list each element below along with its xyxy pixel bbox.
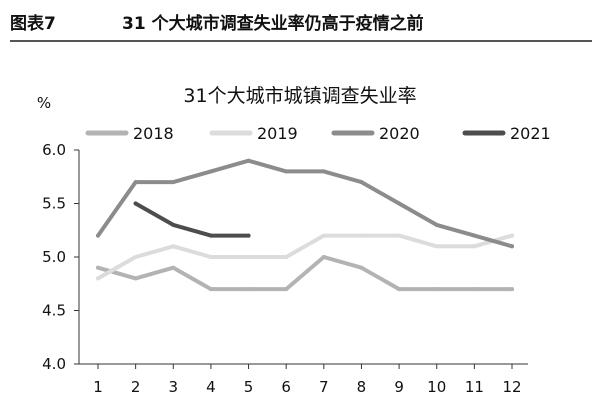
series-2019-point xyxy=(284,255,289,259)
series-2018-point xyxy=(133,276,138,281)
series-2020-point xyxy=(284,169,289,174)
series-2021-point xyxy=(246,233,251,238)
series-2019-point xyxy=(472,244,477,249)
series-2019-group xyxy=(96,233,514,281)
series-2019-line xyxy=(96,233,514,281)
figure-caption: 31 个大城市调查失业率仍高于疫情之前 xyxy=(122,14,424,34)
header-divider xyxy=(10,40,592,42)
legend-2020-label: 2020 xyxy=(379,124,420,143)
series-2018-point xyxy=(321,255,326,259)
series-2020-point xyxy=(246,158,251,163)
x-tick-label: 11 xyxy=(465,378,484,396)
series-2020-point xyxy=(96,233,100,238)
series-2019-point xyxy=(96,276,100,281)
series-2018-point xyxy=(472,287,477,292)
series-2018-point xyxy=(510,287,514,292)
series-2020-point xyxy=(472,233,477,238)
y-axis-unit-label: % xyxy=(37,94,51,112)
series-2018-point xyxy=(359,265,364,270)
y-tick-label: 4.0 xyxy=(42,355,66,373)
series-2018-point xyxy=(284,287,289,292)
series-2019-point xyxy=(246,255,251,259)
legend-2018-label: 2018 xyxy=(133,124,174,143)
series-2019-point xyxy=(171,244,176,249)
series-2021-group xyxy=(133,201,251,238)
x-tick-label: 9 xyxy=(394,378,404,396)
figure-label: 图表7 xyxy=(10,14,56,34)
y-axis-ticks: 4.0 4.5 5.0 5.5 6.0 xyxy=(42,141,79,373)
series-2019-point xyxy=(434,244,439,249)
series-2021-point xyxy=(208,233,213,238)
series-2020-point xyxy=(321,169,326,174)
x-tick-label: 8 xyxy=(357,378,367,396)
series-2018-line xyxy=(96,255,514,292)
series-2018-point xyxy=(171,265,176,270)
series-2019-point xyxy=(208,255,213,259)
series-2021-line xyxy=(133,201,251,238)
series-2020-point xyxy=(359,180,364,185)
x-tick-label: 6 xyxy=(281,378,291,396)
series-2020-point xyxy=(133,180,138,185)
series-2020-group xyxy=(96,158,514,249)
legend-2021-label: 2021 xyxy=(510,124,551,143)
figure-header: 图表7 31 个大城市调查失业率仍高于疫情之前 xyxy=(0,0,600,44)
series-2019-point xyxy=(321,233,326,238)
x-tick-label: 7 xyxy=(319,378,329,396)
series-2018-point xyxy=(96,265,100,270)
series-2020-point xyxy=(434,222,439,227)
series-2018-group xyxy=(96,255,514,292)
y-tick-label: 6.0 xyxy=(42,141,66,159)
series-2021-point xyxy=(133,201,138,206)
series-2020-point xyxy=(171,180,176,185)
chart-legend: 2018 2019 2020 2021 xyxy=(85,124,551,143)
series-2020-point xyxy=(397,201,402,206)
series-layer xyxy=(96,158,514,292)
series-2020-point xyxy=(510,244,514,249)
series-2018-point xyxy=(434,287,439,292)
legend-2019-label: 2019 xyxy=(257,124,298,143)
series-2018-point xyxy=(246,287,251,292)
x-tick-label: 5 xyxy=(244,378,254,396)
series-2021-point xyxy=(171,222,176,227)
y-tick-label: 5.0 xyxy=(42,248,66,266)
series-2019-point xyxy=(359,233,364,238)
y-tick-label: 5.5 xyxy=(42,195,66,213)
x-tick-label: 10 xyxy=(427,378,446,396)
series-2019-point xyxy=(397,233,402,238)
x-axis-ticks: 1 2 3 4 5 6 7 8 9 10 11 12 xyxy=(93,364,522,396)
y-tick-label: 4.5 xyxy=(42,302,66,320)
series-2019-point xyxy=(510,233,514,238)
x-tick-label: 1 xyxy=(93,378,103,396)
x-tick-label: 2 xyxy=(131,378,141,396)
series-2018-point xyxy=(208,287,213,292)
x-tick-label: 3 xyxy=(168,378,178,396)
chart-title: 31个大城市城镇调查失业率 xyxy=(183,85,416,107)
series-2020-line xyxy=(96,158,514,249)
x-tick-label: 4 xyxy=(206,378,216,396)
series-2018-point xyxy=(397,287,402,292)
series-2020-point xyxy=(208,169,213,174)
series-2019-point xyxy=(133,255,138,259)
x-tick-label: 12 xyxy=(502,378,521,396)
